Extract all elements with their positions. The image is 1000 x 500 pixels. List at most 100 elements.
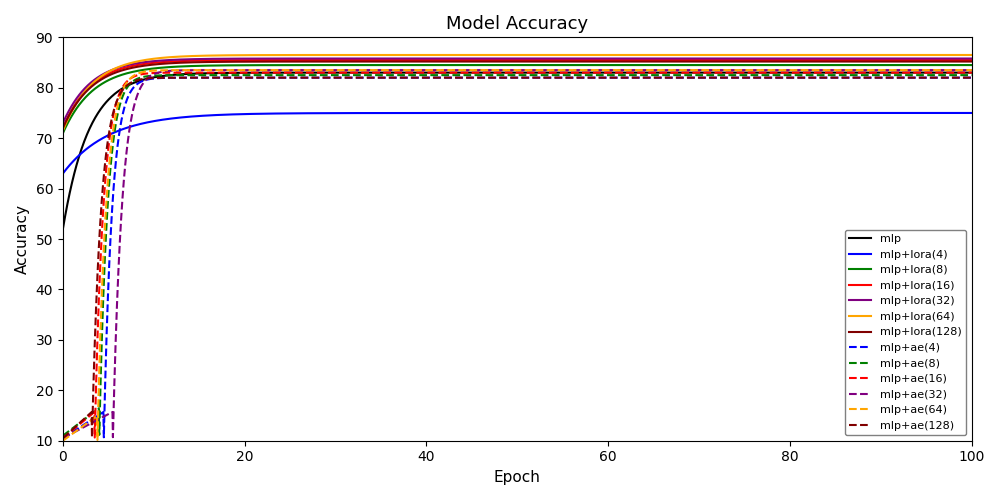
mlp+ae(64) [57, 438, 69, 444]
mlp+lora(32) [475, 56, 487, 62]
Line: mlp+lora(16): mlp+lora(16) [63, 60, 972, 128]
Line: mlp+lora(64): mlp+lora(64) [63, 55, 972, 130]
mlp+lora(64) [57, 128, 69, 134]
Line: mlp: mlp [63, 72, 972, 229]
mlp+ae(8) [57, 432, 69, 438]
mlp+lora(8) [499, 62, 511, 68]
mlp [939, 70, 951, 75]
mlp+ae(32) [57, 435, 69, 441]
mlp+ae(8) [773, 72, 785, 78]
mlp+lora(128) [939, 58, 951, 64]
mlp [939, 70, 951, 75]
mlp+lora(16) [103, 70, 115, 76]
mlp+ae(128) [966, 74, 978, 80]
mlp+ae(16) [413, 70, 425, 75]
mlp [773, 70, 785, 75]
mlp+ae(128) [499, 74, 511, 80]
mlp [950, 70, 962, 75]
mlp [475, 70, 487, 75]
mlp+ae(128) [939, 74, 951, 80]
mlp+ae(4) [57, 435, 69, 441]
mlp+ae(64) [416, 67, 428, 73]
mlp+lora(4) [499, 110, 511, 116]
mlp+lora(32) [103, 68, 115, 74]
mlp+ae(16) [773, 70, 785, 75]
mlp+lora(128) [773, 58, 785, 64]
mlp+ae(32) [103, 410, 115, 416]
mlp+ae(16) [940, 70, 952, 75]
mlp+ae(32) [940, 67, 952, 73]
mlp+ae(64) [499, 67, 511, 73]
mlp+lora(8) [475, 62, 487, 68]
mlp+ae(128) [57, 435, 69, 441]
mlp+ae(128) [940, 74, 952, 80]
Title: Model Accuracy: Model Accuracy [446, 15, 588, 33]
mlp+ae(32) [475, 67, 487, 73]
mlp+lora(16) [965, 57, 977, 63]
mlp+ae(32) [447, 67, 459, 73]
mlp+lora(128) [966, 58, 978, 64]
mlp+ae(16) [966, 70, 978, 75]
mlp+ae(4) [499, 74, 511, 80]
mlp+ae(8) [499, 72, 511, 78]
mlp+ae(4) [407, 74, 419, 80]
mlp+ae(64) [475, 67, 487, 73]
mlp+ae(32) [773, 67, 785, 73]
Line: mlp+lora(8): mlp+lora(8) [63, 65, 972, 133]
mlp+lora(16) [499, 57, 511, 63]
mlp+ae(4) [939, 74, 951, 80]
mlp+lora(16) [939, 57, 951, 63]
Y-axis label: Accuracy: Accuracy [15, 204, 30, 274]
mlp [103, 96, 115, 102]
mlp+ae(16) [475, 70, 487, 75]
mlp+ae(64) [939, 67, 951, 73]
mlp+lora(16) [773, 57, 785, 63]
mlp+ae(128) [427, 74, 439, 80]
mlp+lora(8) [773, 62, 785, 68]
mlp+ae(128) [475, 74, 487, 80]
mlp+ae(8) [940, 72, 952, 78]
mlp+ae(32) [939, 67, 951, 73]
mlp+ae(16) [499, 70, 511, 75]
mlp+ae(8) [966, 72, 978, 78]
mlp [499, 70, 511, 75]
mlp+ae(4) [475, 74, 487, 80]
mlp+ae(4) [773, 74, 785, 80]
mlp+lora(4) [966, 110, 978, 116]
mlp+ae(4) [966, 74, 978, 80]
Line: mlp+lora(32): mlp+lora(32) [63, 58, 972, 123]
Line: mlp+ae(4): mlp+ae(4) [63, 78, 972, 438]
Line: mlp+ae(8): mlp+ae(8) [63, 75, 972, 436]
mlp+lora(32) [939, 56, 951, 62]
mlp+ae(8) [103, 180, 115, 186]
mlp+ae(128) [773, 74, 785, 80]
mlp+lora(64) [475, 52, 487, 58]
Line: mlp+lora(128): mlp+lora(128) [63, 62, 972, 128]
mlp+lora(128) [499, 58, 511, 64]
Legend: mlp, mlp+lora(4), mlp+lora(8), mlp+lora(16), mlp+lora(32), mlp+lora(64), mlp+lor: mlp, mlp+lora(4), mlp+lora(8), mlp+lora(… [845, 230, 966, 435]
Line: mlp+lora(4): mlp+lora(4) [63, 113, 972, 174]
mlp+ae(32) [499, 67, 511, 73]
mlp+ae(64) [103, 162, 115, 168]
mlp+lora(4) [939, 110, 951, 116]
mlp+ae(4) [103, 260, 115, 266]
X-axis label: Epoch: Epoch [494, 470, 541, 485]
Line: mlp+ae(128): mlp+ae(128) [63, 78, 972, 438]
mlp [57, 226, 69, 232]
mlp+lora(32) [939, 56, 951, 62]
mlp+lora(16) [939, 57, 951, 63]
mlp+lora(8) [103, 77, 115, 83]
mlp+lora(128) [103, 72, 115, 78]
mlp+lora(128) [475, 58, 487, 64]
Line: mlp+ae(16): mlp+ae(16) [63, 72, 972, 438]
mlp+lora(64) [966, 52, 978, 58]
mlp+lora(64) [499, 52, 511, 58]
mlp+lora(32) [499, 56, 511, 62]
mlp+ae(16) [103, 138, 115, 143]
mlp+lora(16) [475, 57, 487, 63]
mlp [966, 70, 978, 75]
mlp+lora(32) [773, 56, 785, 62]
mlp+lora(64) [103, 68, 115, 74]
mlp+ae(64) [966, 67, 978, 73]
mlp+ae(16) [939, 70, 951, 75]
